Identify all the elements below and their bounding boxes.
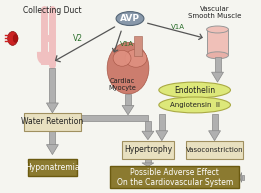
Polygon shape: [142, 131, 154, 140]
Polygon shape: [215, 57, 221, 72]
Ellipse shape: [159, 97, 230, 113]
FancyBboxPatch shape: [207, 30, 228, 55]
Text: AVP: AVP: [120, 14, 140, 23]
Ellipse shape: [8, 31, 17, 45]
Text: V1A: V1A: [171, 24, 185, 30]
Text: V1A: V1A: [120, 41, 134, 47]
Text: Cardiac
Myocyte: Cardiac Myocyte: [108, 78, 136, 91]
Polygon shape: [142, 163, 154, 167]
FancyBboxPatch shape: [134, 36, 142, 56]
Ellipse shape: [116, 12, 144, 25]
Ellipse shape: [159, 82, 230, 98]
Ellipse shape: [113, 50, 131, 66]
Polygon shape: [49, 131, 55, 145]
Polygon shape: [145, 121, 151, 131]
Ellipse shape: [13, 34, 18, 42]
FancyBboxPatch shape: [122, 141, 174, 159]
Ellipse shape: [207, 26, 228, 33]
Text: Collecting Duct: Collecting Duct: [23, 6, 82, 15]
Text: Water Retention: Water Retention: [21, 117, 84, 126]
Polygon shape: [122, 106, 134, 115]
FancyBboxPatch shape: [28, 159, 77, 176]
Text: Possible Adverse Effect
On the Cardiovascular System: Possible Adverse Effect On the Cardiovas…: [117, 168, 233, 187]
Polygon shape: [46, 145, 58, 155]
FancyBboxPatch shape: [23, 113, 81, 131]
Polygon shape: [46, 103, 58, 113]
Polygon shape: [159, 114, 165, 131]
Polygon shape: [212, 114, 217, 131]
Polygon shape: [125, 94, 131, 106]
Polygon shape: [49, 68, 55, 103]
Polygon shape: [239, 173, 242, 182]
Text: Angiotensin  II: Angiotensin II: [170, 102, 220, 108]
Text: V2: V2: [73, 34, 83, 43]
Polygon shape: [212, 72, 223, 82]
Polygon shape: [242, 175, 244, 180]
Ellipse shape: [125, 49, 147, 67]
FancyBboxPatch shape: [186, 141, 244, 159]
Text: Vascular
Smooth Muscle: Vascular Smooth Muscle: [188, 6, 241, 19]
Polygon shape: [156, 131, 168, 141]
Text: Vasoconstriction: Vasoconstriction: [186, 147, 243, 153]
Ellipse shape: [107, 42, 149, 94]
FancyBboxPatch shape: [110, 167, 239, 188]
Polygon shape: [145, 159, 151, 163]
Text: Hyponatremia: Hyponatremia: [25, 163, 80, 172]
Text: Hypertrophy: Hypertrophy: [124, 145, 172, 154]
Polygon shape: [209, 131, 221, 141]
Ellipse shape: [207, 52, 228, 59]
Polygon shape: [81, 115, 148, 121]
Text: Endothelin: Endothelin: [174, 85, 215, 95]
